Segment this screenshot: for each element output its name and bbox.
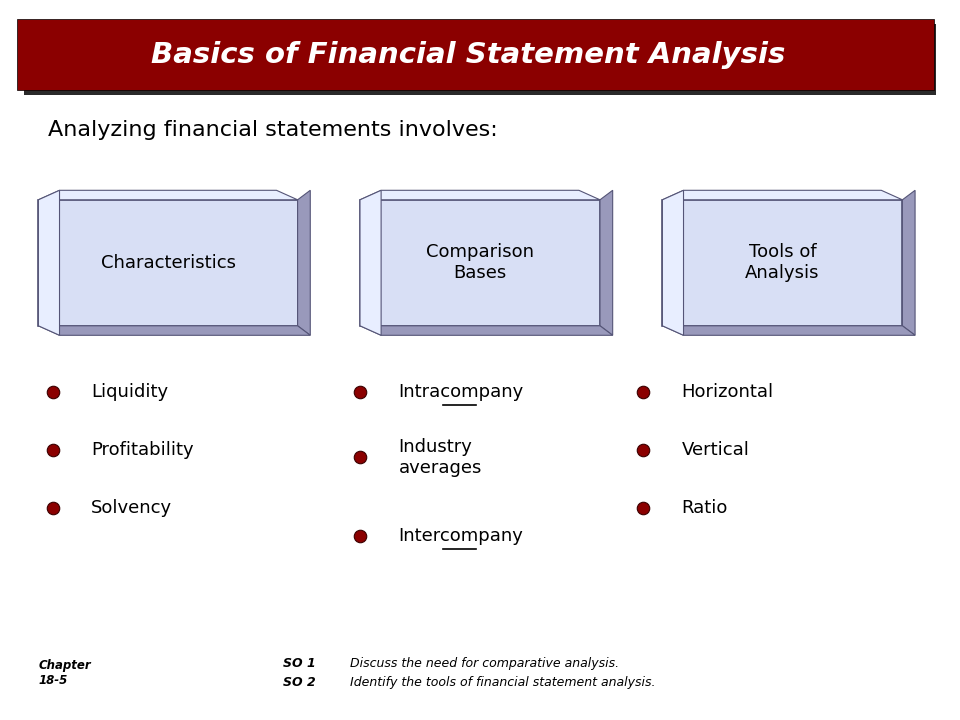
Polygon shape [360, 190, 600, 199]
Text: Characteristics: Characteristics [101, 254, 235, 271]
FancyBboxPatch shape [662, 200, 902, 325]
Text: Liquidity: Liquidity [91, 383, 168, 401]
Text: Ratio: Ratio [682, 498, 728, 517]
Polygon shape [662, 325, 915, 336]
Text: Solvency: Solvency [91, 498, 173, 517]
Polygon shape [600, 190, 612, 336]
Polygon shape [662, 190, 902, 199]
FancyBboxPatch shape [17, 19, 934, 90]
Text: Chapter
18-5: Chapter 18-5 [38, 660, 91, 687]
Text: Identify the tools of financial statement analysis.: Identify the tools of financial statemen… [350, 676, 656, 689]
Text: Industry
averages: Industry averages [398, 438, 482, 477]
Polygon shape [38, 190, 60, 336]
Polygon shape [360, 325, 612, 336]
Text: Analyzing financial statements involves:: Analyzing financial statements involves: [48, 120, 497, 140]
FancyBboxPatch shape [360, 200, 600, 325]
Polygon shape [298, 190, 310, 336]
FancyBboxPatch shape [24, 24, 936, 95]
FancyBboxPatch shape [38, 200, 298, 325]
Text: SO 2: SO 2 [283, 676, 316, 689]
Polygon shape [38, 325, 310, 336]
Text: Intracompany: Intracompany [398, 383, 523, 401]
Text: Basics of Financial Statement Analysis: Basics of Financial Statement Analysis [152, 41, 785, 68]
Polygon shape [902, 190, 915, 336]
Polygon shape [38, 190, 298, 199]
Text: Discuss the need for comparative analysis.: Discuss the need for comparative analysi… [350, 657, 619, 670]
Text: Tools of
Analysis: Tools of Analysis [745, 243, 820, 282]
Text: Horizontal: Horizontal [682, 383, 774, 401]
Text: SO 1: SO 1 [283, 657, 316, 670]
Polygon shape [360, 190, 381, 336]
Text: Vertical: Vertical [682, 441, 750, 459]
Polygon shape [662, 190, 684, 336]
Text: Intercompany: Intercompany [398, 527, 523, 546]
Text: Comparison
Bases: Comparison Bases [426, 243, 534, 282]
Text: Profitability: Profitability [91, 441, 194, 459]
